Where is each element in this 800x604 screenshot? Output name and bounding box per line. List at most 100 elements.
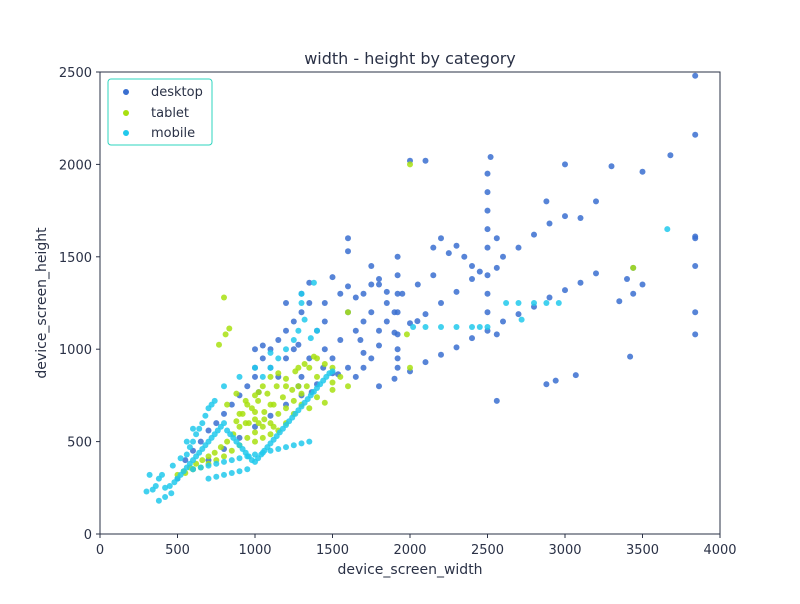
mobile-point bbox=[283, 346, 289, 353]
mobile-point bbox=[664, 226, 671, 233]
desktop-point bbox=[352, 373, 359, 380]
tablet-point bbox=[275, 370, 282, 377]
desktop-point bbox=[500, 318, 506, 325]
desktop-point bbox=[627, 353, 634, 360]
desktop-point bbox=[383, 288, 390, 295]
mobile-point bbox=[267, 364, 274, 371]
legend-marker-desktop bbox=[123, 89, 129, 95]
tablet-point bbox=[228, 447, 235, 454]
tablet-point bbox=[259, 383, 266, 390]
tablet-point bbox=[226, 325, 233, 332]
tablet-point bbox=[270, 401, 277, 408]
desktop-point bbox=[306, 355, 313, 362]
desktop-point bbox=[546, 220, 553, 227]
tablet-point bbox=[345, 309, 351, 316]
mobile-point bbox=[221, 471, 227, 478]
tablet-point bbox=[255, 420, 262, 427]
desktop-point bbox=[337, 290, 344, 297]
desktop-point bbox=[259, 342, 266, 349]
desktop-point bbox=[259, 355, 266, 362]
tablet-point bbox=[211, 449, 218, 456]
mobile-point bbox=[329, 368, 336, 375]
desktop-point bbox=[383, 300, 390, 306]
desktop-point bbox=[577, 215, 584, 221]
desktop-point bbox=[394, 253, 401, 260]
mobile-point bbox=[298, 300, 305, 306]
desktop-point bbox=[283, 327, 289, 334]
desktop-point bbox=[376, 281, 382, 288]
mobile-point bbox=[162, 494, 169, 500]
tablet-point bbox=[217, 444, 224, 451]
tablet-point bbox=[252, 392, 258, 399]
tablet-point bbox=[199, 457, 206, 464]
mobile-point bbox=[221, 458, 227, 465]
desktop-point bbox=[321, 318, 328, 325]
desktop-point bbox=[422, 157, 429, 164]
desktop-point bbox=[484, 189, 491, 196]
mobile-point bbox=[301, 316, 308, 323]
tablet-point bbox=[321, 399, 328, 406]
tablet-point bbox=[221, 453, 227, 460]
x-tick-label: 500 bbox=[165, 543, 190, 558]
desktop-point bbox=[360, 290, 367, 297]
tablet-point bbox=[345, 383, 351, 390]
tablet-point bbox=[314, 373, 320, 380]
mobile-point bbox=[252, 451, 258, 458]
desktop-point bbox=[298, 309, 305, 316]
desktop-point bbox=[414, 281, 421, 288]
mobile-point bbox=[555, 300, 562, 306]
tablet-point bbox=[329, 379, 336, 386]
desktop-point bbox=[321, 300, 328, 306]
desktop-point bbox=[329, 355, 336, 362]
tablet-point bbox=[244, 401, 251, 408]
tablet-point bbox=[259, 434, 266, 441]
desktop-point bbox=[345, 283, 351, 290]
desktop-point bbox=[252, 373, 258, 380]
desktop-point bbox=[430, 272, 437, 279]
desktop-point bbox=[298, 373, 305, 380]
desktop-point bbox=[376, 383, 382, 390]
tablet-point bbox=[221, 294, 227, 301]
tablet-point bbox=[261, 416, 268, 423]
desktop-point bbox=[546, 294, 553, 301]
desktop-point bbox=[283, 300, 289, 306]
mobile-point bbox=[236, 455, 243, 462]
desktop-point bbox=[500, 253, 506, 260]
desktop-point bbox=[205, 427, 212, 434]
mobile-point bbox=[244, 466, 251, 473]
mobile-point bbox=[531, 300, 537, 306]
desktop-point bbox=[484, 272, 491, 279]
desktop-point bbox=[244, 383, 251, 390]
mobile-point bbox=[205, 475, 212, 482]
y-tick-label: 2500 bbox=[59, 66, 92, 81]
mobile-point bbox=[155, 497, 162, 504]
mobile-point bbox=[298, 290, 305, 297]
desktop-point bbox=[692, 72, 699, 79]
tablet-point bbox=[222, 331, 229, 338]
mobile-point bbox=[190, 466, 196, 473]
desktop-point bbox=[692, 131, 699, 138]
desktop-point bbox=[438, 235, 444, 242]
tablet-point bbox=[261, 409, 268, 415]
desktop-point bbox=[360, 364, 367, 371]
desktop-point bbox=[608, 163, 615, 170]
desktop-point bbox=[337, 337, 344, 343]
mobile-point bbox=[236, 468, 243, 475]
desktop-point bbox=[692, 233, 699, 240]
legend-label-desktop: desktop bbox=[151, 85, 203, 100]
chart-title: width - height by category bbox=[304, 49, 516, 68]
desktop-point bbox=[692, 331, 699, 338]
desktop-point bbox=[572, 372, 579, 379]
y-tick-label: 1500 bbox=[59, 251, 92, 266]
y-tick-label: 2000 bbox=[59, 158, 92, 173]
desktop-point bbox=[593, 198, 599, 205]
desktop-point bbox=[394, 290, 401, 297]
mobile-point bbox=[252, 364, 258, 371]
mobile-point bbox=[169, 462, 176, 469]
tablet-point bbox=[329, 386, 336, 393]
tablet-point bbox=[259, 423, 266, 430]
desktop-point bbox=[345, 248, 351, 255]
tablet-point bbox=[267, 373, 274, 380]
tablet-point bbox=[314, 394, 320, 401]
mobile-point bbox=[177, 455, 184, 462]
